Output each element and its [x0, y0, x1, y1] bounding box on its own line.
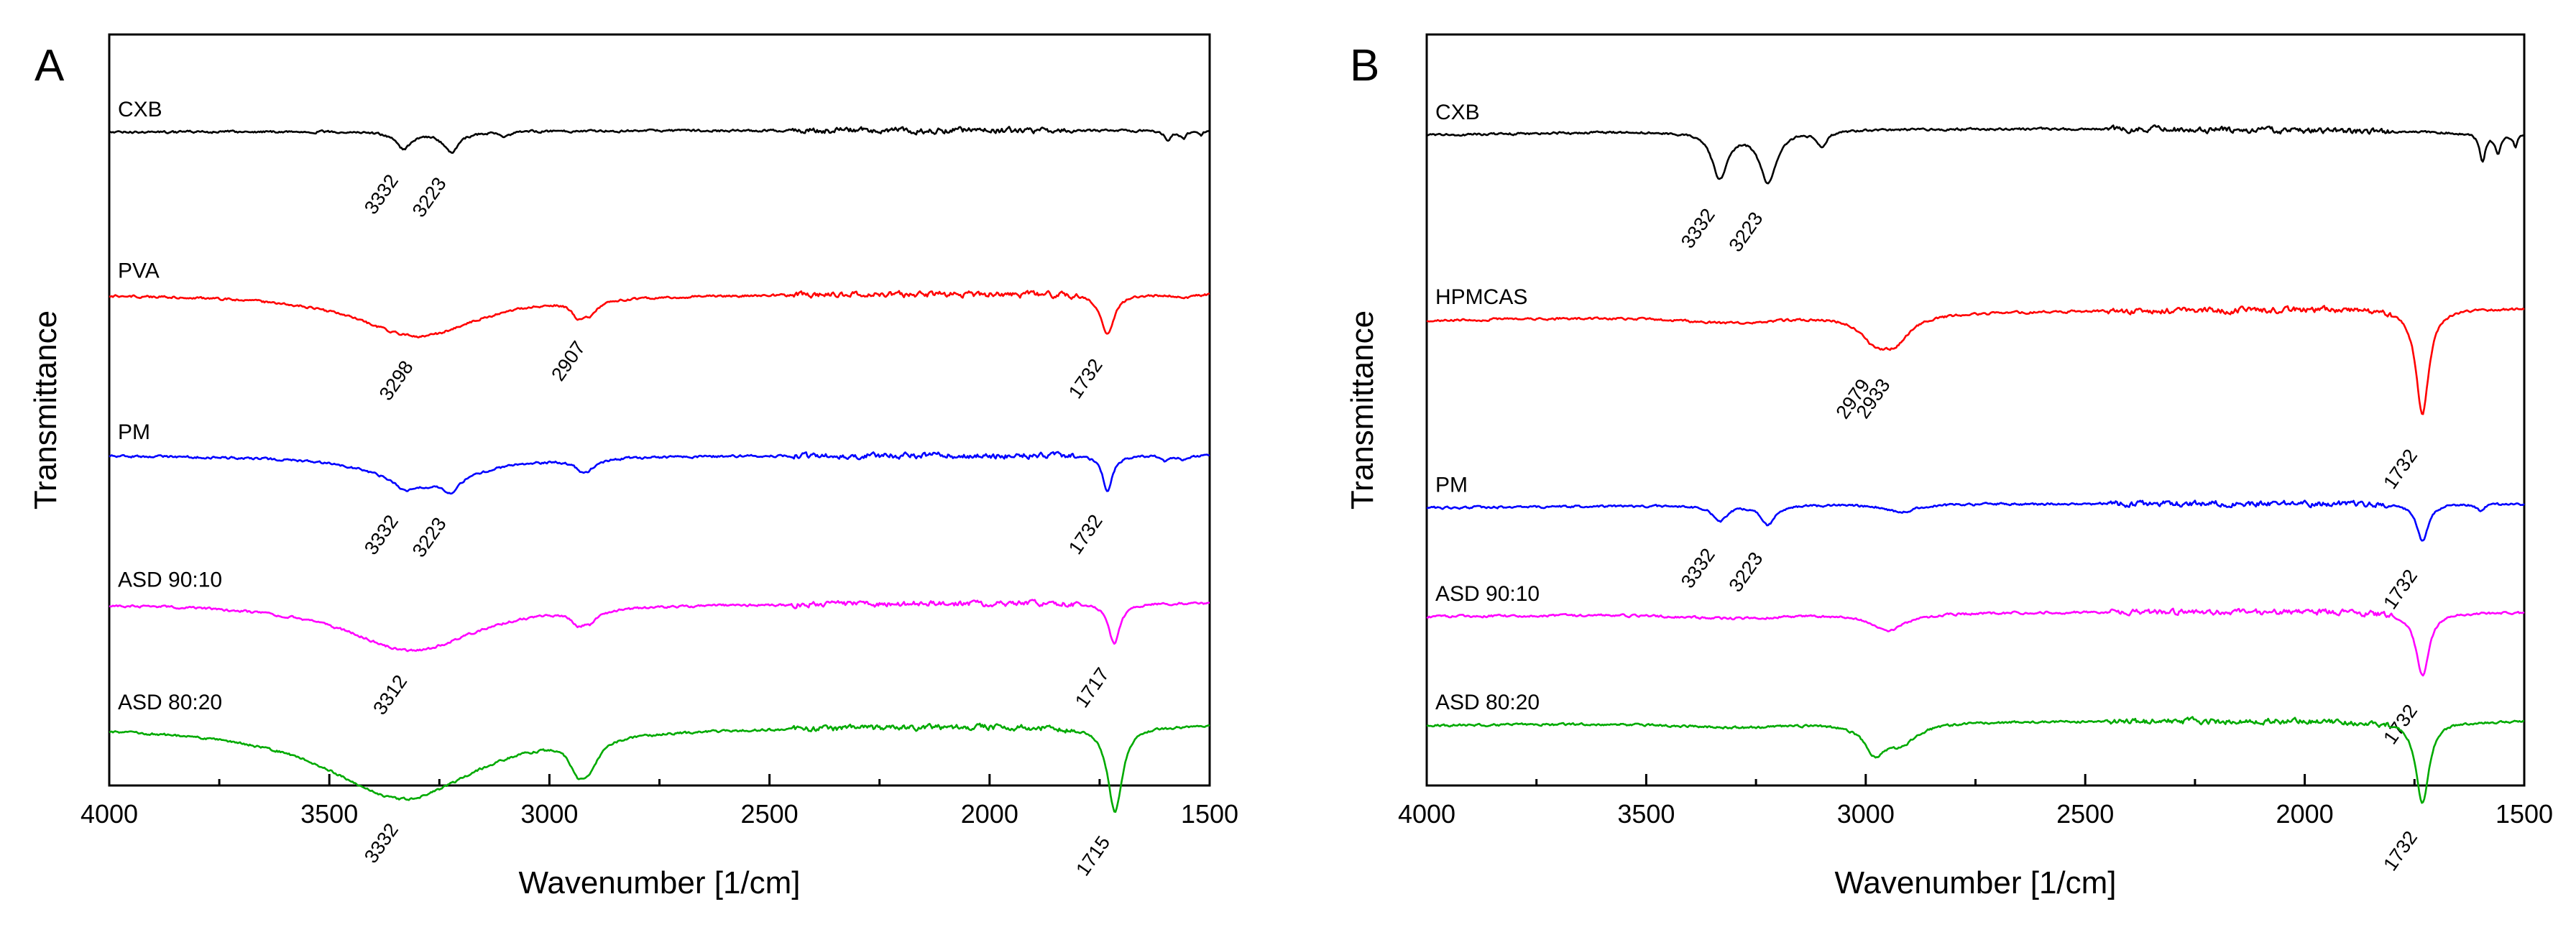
series-pm	[1426, 499, 2525, 542]
series-asd-90-10	[109, 599, 1210, 653]
series-label: PM	[118, 420, 150, 444]
peak-label: 1732	[2379, 445, 2421, 492]
y-axis-title: Transmittance	[1345, 310, 1380, 510]
x-tick-label: 1500	[1181, 799, 1238, 829]
panel-b: 4000 3500 3000 2500 2000 1500 Wavenumber [1/cm…	[1345, 33, 2553, 900]
series-cxb	[1426, 124, 2525, 185]
series-label: CXB	[1435, 101, 1480, 124]
peak-label: 3332	[1677, 205, 1719, 252]
series-label: ASD 90:10	[1435, 582, 1540, 606]
peak-label: 3332	[360, 170, 402, 218]
x-tick-label: 2000	[961, 799, 1018, 829]
peak-label: 3223	[1724, 208, 1767, 255]
series-pm	[109, 451, 1210, 495]
plot-frame	[108, 33, 1211, 787]
x-tick-label: 3000	[520, 799, 578, 829]
peak-label: 3312	[369, 671, 411, 719]
series-hpmcas	[1426, 305, 2525, 415]
peak-label: 3332	[360, 819, 402, 867]
series-asd-90-10	[1426, 607, 2525, 677]
peak-label: 1732	[2379, 566, 2421, 613]
x-tick-label: 4000	[80, 799, 138, 829]
series-asd-80-20	[109, 722, 1210, 813]
peak-label: 3223	[1724, 548, 1767, 596]
x-axis-title: Wavenumber [1/cm]	[1834, 865, 2116, 900]
series-label: ASD 80:20	[1435, 691, 1540, 714]
peak-label: 3223	[408, 513, 451, 561]
series-label: ASD 90:10	[118, 568, 222, 591]
x-tick-label: 2500	[2056, 799, 2114, 829]
peak-label: 3223	[408, 173, 451, 221]
plot-frame	[1425, 33, 2526, 787]
x-tick-label: 3000	[1837, 799, 1895, 829]
x-tick-label: 2000	[2276, 799, 2334, 829]
peak-label: 3332	[360, 511, 402, 558]
series-label: PVA	[118, 259, 160, 283]
series-label: ASD 80:20	[118, 691, 222, 714]
panel-label: B	[1350, 41, 1379, 91]
peak-label: 3298	[375, 356, 418, 404]
x-tick-label: 3500	[300, 799, 358, 829]
x-axis-title: Wavenumber [1/cm]	[518, 865, 800, 900]
peak-label: 1717	[1071, 664, 1113, 711]
y-axis-title: Transmittance	[28, 310, 63, 510]
series-label: CXB	[118, 98, 162, 121]
peak-label: 3332	[1677, 544, 1719, 591]
panel-a: 4000 3500 3000 2500 2000 1500 Wavenumber [1/cm…	[28, 33, 1238, 900]
peak-label: 1715	[1072, 832, 1114, 880]
series-label: PM	[1435, 474, 1468, 497]
series-cxb	[109, 126, 1210, 154]
peak-label: 1732	[1064, 510, 1107, 558]
x-tick-label: 2500	[741, 799, 799, 829]
peak-label: 1732	[1064, 355, 1107, 402]
panel-label: A	[34, 41, 65, 91]
x-tick-label: 4000	[1398, 799, 1455, 829]
x-tick-label: 1500	[2496, 799, 2553, 829]
peak-label: 2907	[547, 337, 589, 384]
series-asd-80-20	[1426, 716, 2525, 804]
peak-label: 1732	[2379, 827, 2421, 875]
series-label: HPMCAS	[1435, 285, 1527, 309]
x-tick-label: 3500	[1617, 799, 1675, 829]
series-pva	[109, 290, 1210, 338]
